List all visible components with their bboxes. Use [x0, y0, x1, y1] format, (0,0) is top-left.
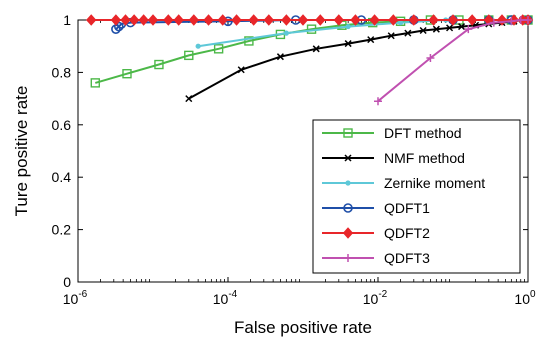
legend-swatch-marker — [343, 203, 353, 213]
data-point-qdft2 — [388, 14, 399, 26]
legend-swatch-marker — [344, 154, 352, 162]
x-tick-label: 10-6 — [63, 289, 88, 307]
x-tick-exponent: -2 — [378, 289, 387, 300]
data-point-nmf-method — [344, 40, 352, 48]
y-tick-label: 0.4 — [52, 169, 72, 185]
legend: DFT method NMF method Zernike moment QDFT1 Q… — [312, 119, 521, 274]
data-point-qdft2 — [120, 14, 131, 26]
data-point-zernike-moment — [345, 23, 351, 30]
legend-box — [312, 119, 521, 274]
data-point-qdft2 — [263, 14, 274, 26]
data-point-qdft3 — [516, 16, 525, 24]
x-tick-exponent: 0 — [530, 289, 536, 300]
y-axis-title: Ture positive rate — [12, 86, 31, 217]
data-point-qdft2 — [173, 14, 184, 26]
data-point-qdft2 — [231, 14, 242, 26]
data-point-qdft2 — [466, 14, 478, 26]
x-tick-base: 10 — [363, 291, 379, 307]
data-point-nmf-method — [185, 95, 193, 103]
data-point-qdft3 — [507, 17, 516, 26]
data-point-zernike-moment — [195, 43, 201, 49]
data-point-qdft2 — [217, 14, 228, 26]
data-point-nmf-method — [432, 25, 440, 33]
data-point-qdft3 — [524, 16, 532, 24]
data-point-zernike-moment — [283, 30, 289, 36]
data-point-qdft2 — [110, 14, 122, 26]
data-point-dft-method — [184, 50, 194, 61]
data-point-qdft2 — [315, 14, 326, 26]
data-point-dft-method — [213, 44, 224, 54]
x-tick-exponent: -6 — [78, 289, 87, 300]
data-point-qdft2 — [369, 14, 380, 26]
data-point-nmf-method — [367, 36, 375, 44]
legend-item-dft-method: DFT method — [322, 125, 462, 141]
data-point-dft-method — [90, 78, 100, 88]
legend-label: NMF method — [384, 150, 465, 166]
data-point-qdft2 — [138, 14, 149, 26]
legend-item-nmf-method: NMF method — [322, 150, 465, 166]
y-tick-label: 1 — [63, 12, 71, 28]
data-point-qdft3 — [464, 25, 473, 34]
data-point-qdft3 — [426, 53, 435, 62]
legend-swatch-marker — [343, 128, 353, 138]
data-point-nmf-method — [404, 29, 412, 37]
data-point-zernike-moment — [397, 20, 404, 26]
legend-label: QDFT2 — [384, 225, 430, 241]
data-point-nmf-method — [446, 24, 454, 32]
data-point-qdft2 — [297, 14, 309, 26]
legend-label: Zernike moment — [384, 175, 485, 191]
data-point-dft-method — [154, 59, 164, 70]
data-point-qdft3 — [374, 97, 382, 106]
legend-item-zernike-moment: Zernike moment — [322, 175, 485, 191]
series-qdft3 — [374, 16, 532, 106]
series-layer — [86, 14, 534, 106]
data-point-qdft2 — [333, 14, 344, 26]
data-point-nmf-method — [276, 53, 284, 61]
data-point-dft-method — [244, 36, 254, 46]
x-tick-base: 10 — [63, 291, 79, 307]
data-point-qdft2 — [408, 14, 419, 26]
legend-label: QDFT1 — [384, 200, 430, 216]
x-axis-title: False positive rate — [234, 318, 372, 337]
x-tick-label: 100 — [514, 289, 536, 307]
data-point-qdft2 — [447, 14, 459, 26]
legend-label: QDFT3 — [384, 250, 430, 266]
data-point-qdft2 — [203, 14, 214, 26]
legend-swatch-marker — [342, 227, 354, 239]
legend-item-qdft2: QDFT2 — [322, 225, 430, 241]
data-point-qdft2 — [163, 14, 174, 26]
data-point-qdft2 — [281, 14, 292, 26]
data-point-nmf-method — [419, 26, 427, 35]
data-point-qdft2 — [128, 14, 140, 26]
data-point-qdft2 — [428, 14, 439, 26]
y-tick-label: 0.8 — [52, 64, 72, 80]
x-tick-label: 10-4 — [213, 289, 238, 307]
legend-item-qdft1: QDFT1 — [322, 200, 430, 216]
data-point-dft-method — [122, 69, 132, 79]
data-point-qdft2 — [147, 14, 159, 26]
x-tick-label: 10-2 — [363, 289, 388, 307]
legend-label: DFT method — [384, 125, 462, 141]
y-tick-label: 0.2 — [52, 222, 72, 238]
x-tick-base: 10 — [213, 291, 229, 307]
data-point-qdft2 — [350, 14, 361, 26]
data-point-nmf-method — [237, 66, 245, 74]
data-point-qdft2 — [248, 14, 259, 26]
data-point-qdft3 — [489, 18, 498, 27]
y-tick-label: 0.6 — [52, 117, 72, 133]
x-tick-exponent: -4 — [228, 289, 237, 300]
data-point-nmf-method — [312, 45, 320, 53]
legend-item-qdft3: QDFT3 — [322, 250, 430, 266]
data-point-nmf-method — [458, 23, 466, 31]
x-tick-base: 10 — [514, 291, 530, 307]
legend-swatch-marker — [344, 254, 352, 262]
y-tick-label: 0 — [63, 274, 71, 290]
legend-swatch-marker — [345, 180, 351, 186]
data-point-nmf-method — [387, 32, 395, 40]
data-point-qdft2 — [188, 14, 199, 26]
data-point-qdft2 — [86, 14, 97, 26]
data-point-qdft1 — [114, 21, 124, 32]
